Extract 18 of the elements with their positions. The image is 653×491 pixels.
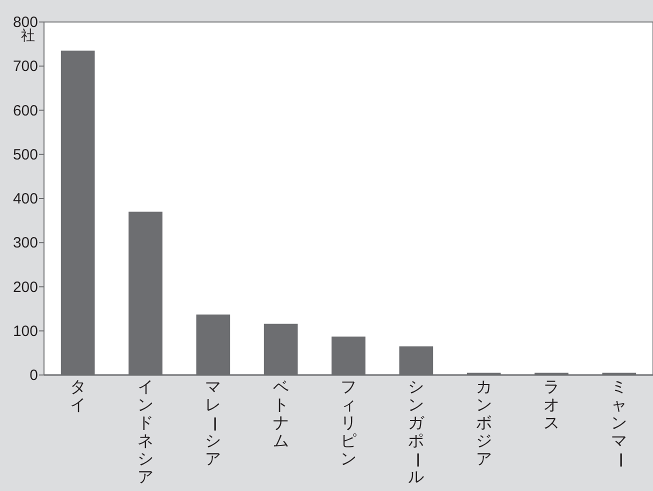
y-tick-label: 200 — [12, 278, 38, 296]
y-axis-title: 社 — [21, 27, 35, 43]
y-tick-label: 500 — [12, 146, 38, 164]
y-tick-label: 700 — [12, 58, 38, 76]
x-tick-label: ラオス — [542, 379, 560, 433]
x-tick-label: マレーシア — [204, 379, 224, 469]
x-tick-label: ベトナム — [272, 379, 290, 451]
x-tick-label: フィリピン — [340, 379, 358, 469]
x-tick-label: タイ — [68, 379, 87, 415]
x-tick-label: インドネシア — [136, 379, 154, 487]
x-tick-label: ミャンマー — [610, 379, 630, 470]
y-tick-label: 400 — [12, 190, 38, 208]
x-tick-label: シンガポール — [407, 379, 426, 487]
y-tick-label: 600 — [12, 102, 38, 120]
y-tick-label: 0 — [30, 367, 38, 384]
x-tick-label: カンボジア — [474, 379, 493, 469]
y-tick-label: 300 — [12, 234, 38, 252]
y-tick-label: 100 — [12, 322, 38, 340]
